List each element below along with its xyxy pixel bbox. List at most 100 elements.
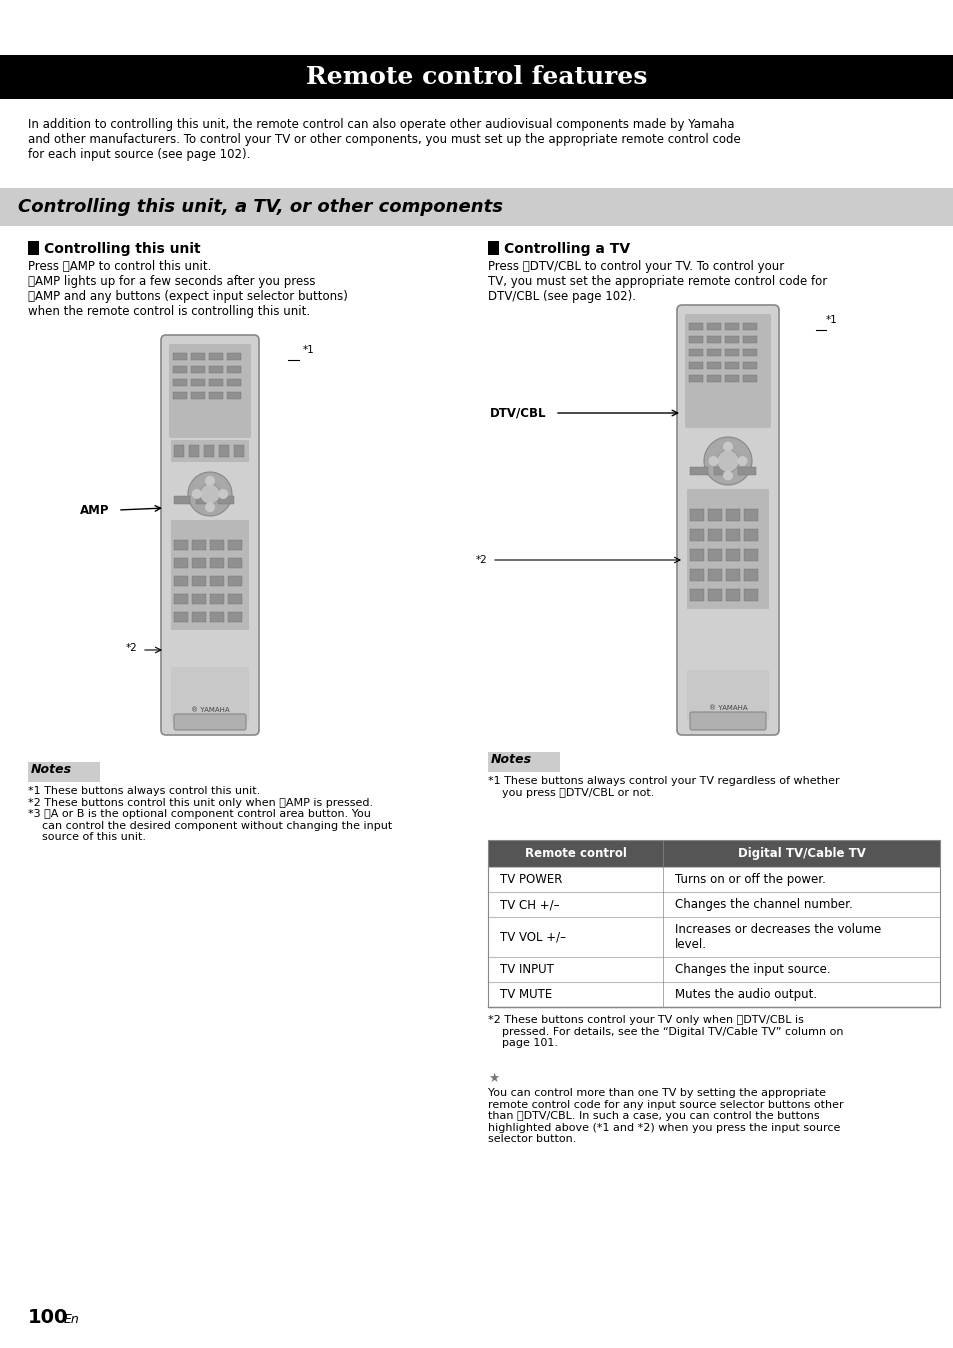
Bar <box>743 569 758 581</box>
Bar <box>707 569 721 581</box>
Text: Controlling this unit: Controlling this unit <box>44 243 200 256</box>
Bar <box>688 349 702 356</box>
Bar <box>210 612 224 621</box>
Bar <box>488 241 498 255</box>
Bar <box>689 569 703 581</box>
Bar <box>724 324 739 330</box>
Bar <box>219 445 229 457</box>
Bar <box>209 367 223 373</box>
Bar <box>725 528 740 541</box>
Bar <box>28 241 39 255</box>
Bar <box>724 336 739 342</box>
Bar <box>688 363 702 369</box>
Circle shape <box>722 470 732 480</box>
FancyBboxPatch shape <box>684 314 770 429</box>
Text: Remote control: Remote control <box>524 847 626 860</box>
Bar <box>707 528 721 541</box>
Bar <box>173 576 188 586</box>
Text: Controlling this unit, a TV, or other components: Controlling this unit, a TV, or other co… <box>18 198 502 216</box>
Bar <box>686 670 768 720</box>
Bar <box>725 510 740 520</box>
Bar <box>488 752 559 772</box>
Bar <box>28 762 100 782</box>
Bar <box>738 466 755 474</box>
Bar <box>233 445 244 457</box>
Bar <box>689 466 707 474</box>
Bar <box>707 549 721 561</box>
Bar <box>0 187 953 226</box>
Circle shape <box>708 456 718 466</box>
Circle shape <box>192 489 202 499</box>
Text: Digital TV/Cable TV: Digital TV/Cable TV <box>737 847 864 860</box>
Text: DTV/CBL: DTV/CBL <box>490 407 546 419</box>
FancyBboxPatch shape <box>677 305 779 735</box>
FancyBboxPatch shape <box>689 712 765 731</box>
Circle shape <box>717 450 739 472</box>
Bar <box>173 445 184 457</box>
Bar <box>725 549 740 561</box>
Bar <box>227 379 241 386</box>
Text: *1: *1 <box>303 345 314 355</box>
Bar <box>191 392 205 399</box>
Bar <box>742 349 757 356</box>
FancyBboxPatch shape <box>173 714 246 731</box>
Bar <box>171 520 249 630</box>
Bar <box>724 349 739 356</box>
Bar <box>209 379 223 386</box>
Bar <box>707 589 721 601</box>
Text: *1 These buttons always control your TV regardless of whether
    you press ⓣDTV: *1 These buttons always control your TV … <box>488 776 839 798</box>
Bar <box>192 576 206 586</box>
Text: Mutes the audio output.: Mutes the audio output. <box>675 988 817 1002</box>
Bar <box>228 594 242 604</box>
Bar <box>488 840 939 867</box>
Bar <box>191 379 205 386</box>
Bar <box>742 324 757 330</box>
Bar <box>191 367 205 373</box>
Text: Controlling a TV: Controlling a TV <box>503 243 630 256</box>
Bar <box>488 840 939 1007</box>
Text: *2: *2 <box>126 643 138 652</box>
Circle shape <box>722 442 732 452</box>
Bar <box>724 375 739 381</box>
Bar <box>173 496 190 504</box>
Bar <box>689 549 703 561</box>
Bar <box>488 917 939 957</box>
Bar <box>742 336 757 342</box>
Text: TV MUTE: TV MUTE <box>499 988 552 1002</box>
Bar <box>210 594 224 604</box>
Text: Notes: Notes <box>491 754 532 766</box>
Circle shape <box>200 484 220 504</box>
Text: 100: 100 <box>28 1308 69 1326</box>
Bar <box>173 558 188 568</box>
Text: You can control more than one TV by setting the appropriate
remote control code : You can control more than one TV by sett… <box>488 1088 842 1144</box>
Text: Press ⓤAMP to control this unit.
ⓤAMP lights up for a few seconds after you pres: Press ⓤAMP to control this unit. ⓤAMP li… <box>28 260 348 318</box>
Circle shape <box>218 489 228 499</box>
Bar <box>192 541 206 550</box>
Bar <box>706 336 720 342</box>
Text: AMP: AMP <box>80 504 110 516</box>
Bar <box>195 496 212 504</box>
Bar <box>172 353 187 360</box>
Bar <box>210 558 224 568</box>
Bar <box>172 367 187 373</box>
Bar <box>488 957 939 981</box>
Bar <box>173 541 188 550</box>
Text: ★: ★ <box>488 1072 498 1085</box>
Bar <box>742 375 757 381</box>
Bar <box>227 353 241 360</box>
Bar <box>706 375 720 381</box>
Text: *2 These buttons control your TV only when ⓣDTV/CBL is
    pressed. For details,: *2 These buttons control your TV only wh… <box>488 1015 842 1049</box>
Bar <box>0 55 953 98</box>
Bar <box>209 353 223 360</box>
Bar <box>713 466 731 474</box>
Text: *1: *1 <box>825 315 837 325</box>
Bar <box>171 439 249 462</box>
Text: Increases or decreases the volume
level.: Increases or decreases the volume level. <box>675 923 881 950</box>
Text: TV CH +/–: TV CH +/– <box>499 898 558 911</box>
FancyBboxPatch shape <box>169 344 251 438</box>
Bar <box>227 392 241 399</box>
Bar <box>689 589 703 601</box>
Bar <box>689 528 703 541</box>
Text: En: En <box>64 1313 80 1326</box>
FancyBboxPatch shape <box>161 336 258 735</box>
